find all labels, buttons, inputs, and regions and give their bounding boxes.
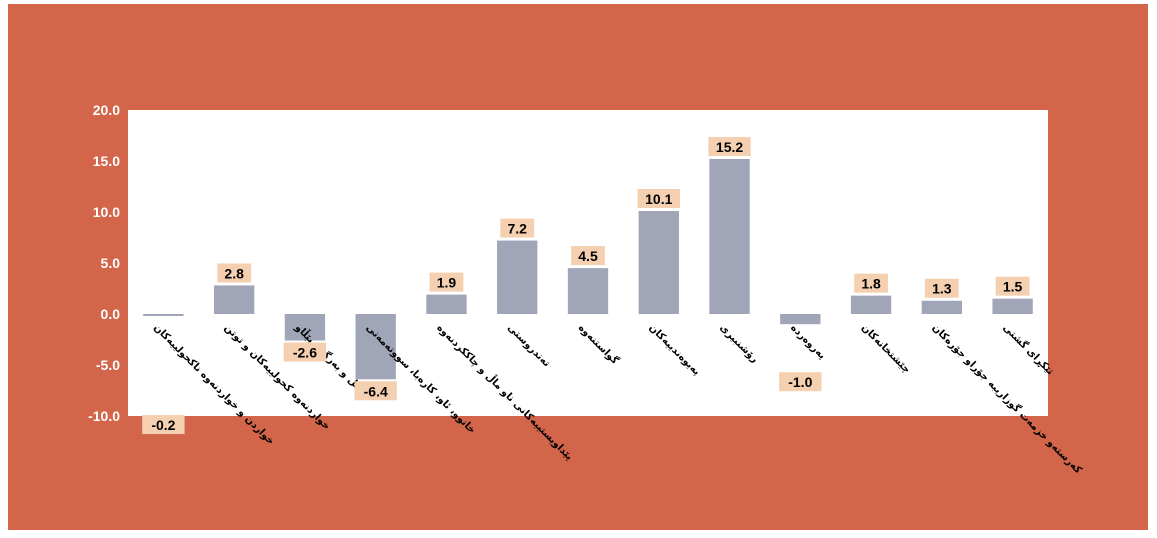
data-label: 1.8	[861, 276, 881, 292]
data-label-box	[354, 381, 397, 401]
data-label: -2.6	[293, 345, 317, 361]
data-label: 7.2	[507, 221, 527, 237]
y-tick-label: -10.0	[88, 408, 120, 424]
bar	[780, 314, 821, 325]
data-label-box	[637, 188, 680, 208]
data-label-box	[854, 273, 888, 293]
data-label: -0.2	[151, 417, 175, 433]
data-label-box	[779, 372, 822, 392]
data-label-box	[708, 136, 751, 156]
data-label-box	[571, 246, 605, 266]
data-label-box	[142, 415, 185, 435]
bar	[992, 298, 1033, 314]
data-label-box	[995, 276, 1030, 296]
bar	[355, 314, 396, 380]
bar	[213, 285, 255, 314]
bar	[284, 314, 326, 341]
chart-frame: 20.0 15.0 10.0 5.0 0.0 -5.0 -10.0 خواردن و خوا…	[8, 4, 1148, 530]
y-tick-label: 20.0	[93, 102, 120, 118]
y-tick-label: 10.0	[93, 204, 120, 220]
data-label-box	[429, 272, 464, 292]
bar	[426, 294, 467, 314]
data-label: 2.8	[224, 265, 244, 281]
data-label: 4.5	[578, 248, 598, 264]
y-tick-label: 15.0	[93, 153, 120, 169]
bar	[921, 300, 963, 314]
data-label: 15.2	[716, 139, 743, 155]
data-label: 1.5	[1003, 279, 1023, 295]
data-label: -1.0	[788, 374, 812, 390]
bar	[497, 240, 538, 314]
y-tick-label: 0.0	[101, 306, 121, 322]
bar-chart: 20.015.010.05.00.0-5.0-10.0 خواردن و خوا…	[88, 102, 1085, 476]
data-label: 10.1	[645, 191, 672, 207]
data-label-box	[283, 342, 327, 362]
bar	[709, 158, 750, 314]
data-label: 1.3	[932, 281, 952, 297]
data-label: 1.9	[437, 275, 457, 291]
bar	[143, 314, 184, 317]
data-label: -6.4	[364, 383, 388, 399]
data-label-box	[217, 263, 252, 283]
bar	[850, 295, 892, 314]
data-label-box	[500, 218, 535, 238]
bar	[638, 210, 679, 314]
data-label-box	[924, 278, 959, 298]
bar	[567, 268, 609, 314]
y-tick-label: 5.0	[101, 255, 121, 271]
y-tick-label: -5.0	[96, 357, 120, 373]
